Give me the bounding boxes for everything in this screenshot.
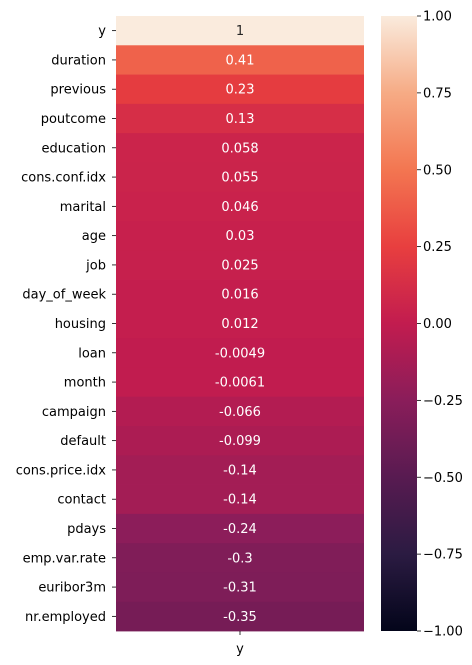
colorbar [381,16,417,631]
heatmap-cell [116,74,364,105]
y-tick-label: month [64,376,106,391]
colorbar-tick-label: 0.25 [423,240,452,255]
cell-value-label: 0.13 [226,112,255,127]
y-tick-label: emp.var.rate [23,551,106,566]
colorbar-tick-label: 0.00 [423,317,452,332]
colorbar-tick-label: −1.00 [423,625,463,640]
heatmap-cell [116,45,364,75]
heatmap-cell [116,367,364,398]
y-tick-label: pdays [67,522,106,537]
x-tick-label: y [236,642,244,657]
heatmap-cell [116,572,364,603]
y-tick-label: marital [60,200,106,215]
heatmap-cell [116,396,364,427]
colorbar-tick-label: 1.00 [423,10,452,25]
heatmap-cell [116,16,364,46]
y-tick-labels: y duration previous poutcome education cons.c… [16,24,116,625]
colorbar-ticks: 1.00 0.75 0.50 0.25 0.00 −0.25 −0.50 −0.75 −1.00 [417,10,463,640]
heatmap-cell [116,308,364,339]
heatmap-cell [116,133,364,163]
colorbar-tick-label: −0.75 [423,548,463,563]
cell-value-label: 0.046 [221,200,258,215]
x-tick-labels: y [236,631,244,657]
cell-value-label: 0.23 [226,83,255,98]
cell-value-label: 0.03 [226,229,255,244]
y-tick-label: day_of_week [22,288,106,303]
heatmap-cell [116,338,364,368]
y-tick-label: nr.employed [25,610,106,625]
heatmap-cell [116,426,364,456]
heatmap-cell [116,455,364,485]
heatmap-cell [116,191,364,222]
colorbar-tick-label: 0.50 [423,163,452,178]
y-tick-label: loan [78,346,106,361]
colorbar-tick-label: −0.25 [423,394,463,409]
colorbar-tick-label: 0.75 [423,86,452,101]
cell-value-label: -0.099 [219,434,261,449]
cell-value-label: 0.41 [226,53,255,68]
y-tick-label: job [85,258,106,273]
y-tick-label: cons.conf.idx [21,171,106,186]
heatmap-cell [116,601,364,632]
cell-value-label: 0.012 [221,317,258,332]
y-tick-label: cons.price.idx [16,463,107,478]
heatmap-cell [116,543,364,573]
heatmap-cell [116,221,364,251]
heatmap-cell [116,162,364,193]
cell-value-label: -0.14 [223,493,257,508]
cell-value-label: -0.066 [219,405,261,420]
heatmap-cell [116,250,364,280]
cell-value-label: -0.0061 [215,376,265,391]
cell-value-label: 1 [236,24,244,39]
cell-value-label: 0.058 [221,141,258,156]
y-tick-label: duration [51,53,106,68]
y-tick-label: campaign [42,405,106,420]
heatmap-cell [116,103,364,134]
heatmap-cell [116,484,364,515]
y-tick-label: y [98,24,106,39]
y-tick-label: age [82,229,106,244]
y-tick-label: previous [50,83,106,98]
y-tick-label: contact [57,493,106,508]
cell-value-label: 0.025 [221,258,258,273]
cell-value-label: 0.055 [221,171,258,186]
heatmap-cells: 1 0.41 0.23 0.13 0.058 0.055 0.046 0.03 0.025 0.0… [116,16,364,632]
cell-value-label: -0.35 [223,610,257,625]
heatmap-cell [116,279,364,310]
cell-value-label: -0.31 [223,581,257,596]
heatmap-cell [116,513,364,544]
cell-value-label: -0.3 [227,551,252,566]
y-tick-label: default [60,434,106,449]
y-tick-label: education [41,141,106,156]
y-tick-label: euribor3m [38,581,106,596]
cell-value-label: -0.24 [223,522,257,537]
y-tick-label: poutcome [41,112,106,127]
cell-value-label: -0.14 [223,463,257,478]
cell-value-label: -0.0049 [215,346,265,361]
cell-value-label: 0.016 [221,288,258,303]
colorbar-tick-label: −0.50 [423,471,463,486]
y-tick-label: housing [55,317,106,332]
